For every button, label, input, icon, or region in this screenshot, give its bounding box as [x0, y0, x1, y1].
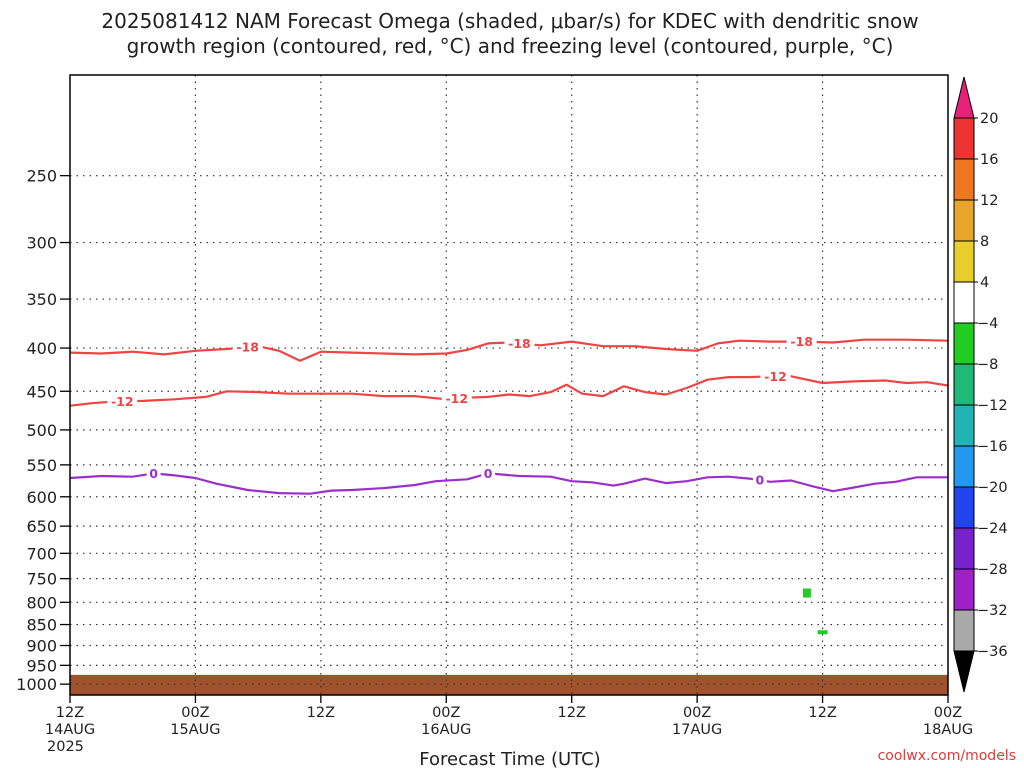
y-tick-label: 700 — [26, 544, 57, 563]
x-axis-title: Forecast Time (UTC) — [419, 749, 600, 768]
contour-label-background — [232, 339, 263, 355]
chart-title-line-2: growth region (contoured, red, °C) and f… — [127, 34, 894, 58]
x-tick-label: 18AUG — [923, 722, 973, 738]
y-tick-label: 850 — [26, 616, 57, 635]
colorbar-label: −28 — [977, 562, 1008, 578]
plot-frame — [69, 74, 949, 696]
colorbar-label: −4 — [977, 316, 998, 332]
x-tick-label: 12Z — [808, 705, 836, 721]
x-tick-label: 14AUG — [45, 722, 95, 738]
colorbar-label: −36 — [977, 644, 1008, 660]
y-tick-label: 350 — [26, 290, 57, 309]
contour-label: -18 — [508, 336, 531, 351]
contour-label-background — [786, 333, 817, 349]
colorbar-bottom-arrow — [953, 650, 975, 693]
x-tick-label: 12Z — [307, 705, 335, 721]
colorbar-label: 12 — [980, 193, 998, 209]
y-tick-label: 750 — [26, 570, 57, 589]
colorbar-label: 20 — [980, 111, 998, 127]
colorbar-segment — [953, 240, 975, 283]
colorbar-label: −20 — [977, 480, 1008, 496]
colorbar-label: −12 — [977, 398, 1008, 414]
y-tick-label: 950 — [26, 656, 57, 675]
x-tick-label: 12Z — [558, 705, 586, 721]
y-tick-label: 400 — [26, 339, 57, 358]
shaded-omega-layer — [802, 588, 828, 635]
credit-text: coolwx.com/models — [878, 748, 1016, 764]
contour-label: 0 — [149, 466, 158, 481]
plot-area-background — [70, 75, 948, 695]
contour-label: -12 — [445, 391, 468, 406]
colorbar-label: 4 — [980, 275, 989, 291]
contour-line — [69, 375, 949, 407]
colorbar-segment — [953, 199, 975, 242]
y-tick-label: 650 — [26, 517, 57, 536]
colorbar-segment — [953, 404, 975, 447]
contour-label: -18 — [790, 334, 813, 349]
contour-label-background — [760, 368, 791, 384]
colorbar-label: 16 — [980, 152, 998, 168]
colorbar-label: −16 — [977, 439, 1008, 455]
contour-label: -12 — [111, 394, 134, 409]
contour-label-background — [481, 465, 496, 481]
colorbar-label: −8 — [977, 357, 998, 373]
ground-fill — [70, 674, 948, 695]
colorbar-segment — [953, 117, 975, 160]
contour-label-background — [441, 390, 472, 406]
contour-label-background — [752, 472, 767, 488]
colorbar-segment — [953, 609, 975, 652]
y-tick-label: 300 — [26, 234, 57, 253]
colorbar: 20 16 12 8 4 −4 −8 −12 −16 −20 −24 −28 −32 −36 — [953, 76, 1008, 693]
colorbar-top-arrow — [953, 76, 975, 119]
x-tick-label: 00Z — [181, 705, 209, 721]
contour-label-background — [504, 335, 535, 351]
y-tick-label: 800 — [26, 593, 57, 612]
contour-label: 0 — [756, 473, 765, 488]
contour-label-background — [146, 465, 161, 481]
x-tick-label: 2025 — [47, 739, 84, 755]
contour-layer: -18 -18 -18 -12 -12 -12 0 0 0 — [69, 333, 949, 495]
y-tick-label: 250 — [26, 167, 57, 186]
colorbar-label: 8 — [980, 234, 989, 250]
colorbar-segment — [953, 322, 975, 365]
contour-label-background — [107, 393, 138, 409]
x-tick-label: 15AUG — [170, 722, 220, 738]
colorbar-segment — [953, 158, 975, 201]
x-tick-label: 16AUG — [421, 722, 471, 738]
colorbar-segment — [953, 568, 975, 611]
contour-line — [69, 338, 949, 362]
contour-label: -12 — [764, 369, 787, 384]
y-tick-label: 500 — [26, 421, 57, 440]
contour-label: -18 — [236, 340, 259, 355]
x-tick-label: 12Z — [56, 705, 84, 721]
x-tick-label: 00Z — [934, 705, 962, 721]
y-tick-label: 600 — [26, 488, 57, 507]
colorbar-segment — [953, 527, 975, 570]
colorbar-segment — [953, 445, 975, 488]
y-tick-label: 450 — [26, 382, 57, 401]
colorbar-label: −24 — [977, 521, 1008, 537]
contour-line — [69, 472, 948, 495]
x-tick-label: 17AUG — [672, 722, 722, 738]
y-tick-label: 1000 — [16, 675, 57, 694]
colorbar-segment — [953, 363, 975, 406]
omega-shaded-region — [817, 630, 828, 635]
omega-shaded-region — [802, 588, 811, 598]
colorbar-label: −32 — [977, 603, 1008, 619]
chart-title-line-1: 2025081412 NAM Forecast Omega (shaded, μ… — [101, 9, 918, 33]
ground-layer — [70, 674, 948, 695]
y-tick-label: 550 — [26, 456, 57, 475]
y-axis: 250 300 350 400 450 500 550 600 650 700 750 800 850 9… — [16, 167, 70, 694]
x-tick-label: 00Z — [432, 705, 460, 721]
colorbar-segment — [953, 486, 975, 529]
x-tick-label: 00Z — [683, 705, 711, 721]
y-tick-label: 900 — [26, 637, 57, 656]
colorbar-segment — [953, 281, 975, 324]
contour-label: 0 — [484, 466, 493, 481]
